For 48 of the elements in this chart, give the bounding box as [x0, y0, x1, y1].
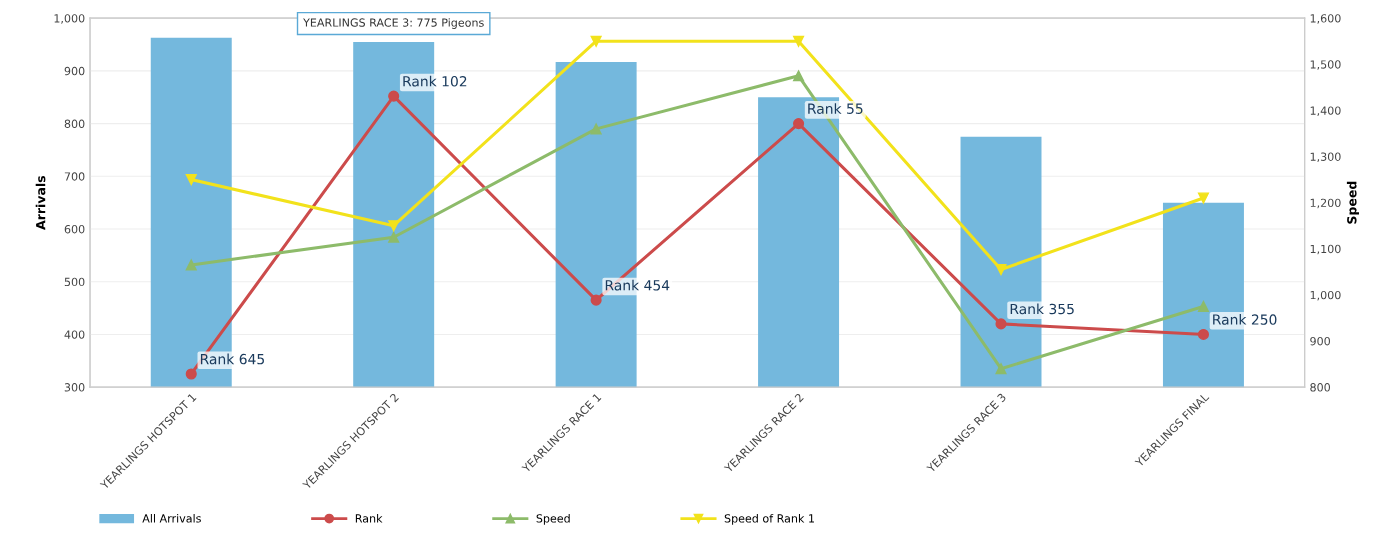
annotation: Rank 102: [403, 75, 467, 87]
annotation: YEARLINGS RACE 3: 775 Pigeons: [303, 18, 484, 29]
y2-tick-label: 1,500: [1310, 60, 1341, 70]
point: [1197, 192, 1210, 204]
y2-tick-label: 1,200: [1310, 198, 1341, 209]
y-tick-label: 700: [64, 172, 85, 181]
point: [185, 174, 197, 186]
point: [590, 294, 602, 306]
point: [793, 70, 805, 82]
point: [590, 123, 602, 135]
y2-tick-label: 1,400: [1310, 106, 1341, 116]
y-tick-label: 900: [64, 66, 85, 76]
y-tick-label: 300: [64, 383, 85, 392]
annotation: Rank 250: [1213, 314, 1277, 325]
legend-label: Rank: [355, 513, 383, 523]
point: [388, 220, 400, 232]
legend-label: All Arrivals: [142, 513, 201, 523]
point: [995, 363, 1007, 375]
annotation: Rank 645: [200, 353, 264, 365]
point: [1197, 300, 1210, 312]
point: [185, 368, 197, 380]
point: [388, 90, 400, 102]
legend-label: Speed: [536, 513, 570, 525]
point: [590, 35, 602, 47]
point: [995, 318, 1007, 330]
point: [1197, 328, 1210, 340]
y-tick-label: 400: [64, 330, 85, 339]
y-tick-label: 800: [64, 119, 85, 128]
y-tick-label: 500: [64, 277, 85, 287]
point: [185, 259, 197, 271]
point: [388, 231, 400, 243]
y2-axis-title: Speed: [1346, 181, 1359, 224]
y-tick-label: 600: [64, 224, 85, 234]
y2-tick-label: 1,100: [1310, 244, 1341, 255]
point: [995, 263, 1007, 276]
y2-tick-label: 1,000: [1310, 290, 1341, 301]
annotation: Rank 355: [1010, 303, 1074, 315]
y2-tick-label: 1,300: [1310, 152, 1341, 163]
annotation: Rank 454: [605, 279, 670, 291]
y2-tick-label: 900: [1310, 337, 1330, 346]
y2-tick-label: 1,600: [1310, 14, 1341, 24]
legend-label: Speed of Rank 1: [724, 513, 814, 525]
y-axis-title: Arrivals: [35, 175, 46, 230]
point: [793, 118, 805, 130]
y2-tick-label: 800: [1310, 383, 1330, 392]
point: [793, 35, 805, 47]
annotation: Rank 55: [808, 103, 863, 114]
y-tick-label: 1,000: [54, 14, 85, 24]
